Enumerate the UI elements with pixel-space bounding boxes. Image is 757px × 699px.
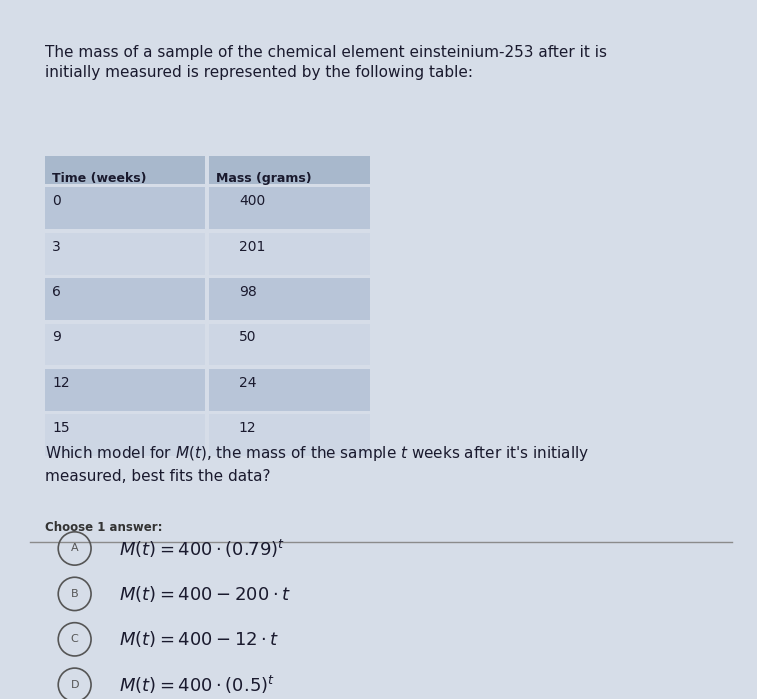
Text: C: C [70,634,79,644]
Text: Time (weeks): Time (weeks) [52,172,147,185]
Text: 201: 201 [239,240,265,254]
FancyBboxPatch shape [209,156,369,184]
FancyBboxPatch shape [45,187,205,229]
FancyBboxPatch shape [45,324,205,366]
FancyBboxPatch shape [45,369,205,411]
FancyBboxPatch shape [209,233,369,275]
Text: 12: 12 [239,421,257,435]
Text: 3: 3 [52,240,61,254]
Text: A: A [71,544,79,554]
FancyBboxPatch shape [209,324,369,366]
Text: 98: 98 [239,285,257,299]
Text: $M(t) = 400 \cdot (0.5)^t$: $M(t) = 400 \cdot (0.5)^t$ [120,674,276,696]
Text: 50: 50 [239,331,257,345]
Text: Which model for $M(t)$, the mass of the sample $t$ weeks after it's initially
me: Which model for $M(t)$, the mass of the … [45,444,589,484]
Text: $M(t) = 400 \cdot (0.79)^t$: $M(t) = 400 \cdot (0.79)^t$ [120,538,285,559]
Text: 6: 6 [52,285,61,299]
FancyBboxPatch shape [45,233,205,275]
FancyBboxPatch shape [45,278,205,320]
FancyBboxPatch shape [209,369,369,411]
FancyBboxPatch shape [209,187,369,229]
Text: Choose 1 answer:: Choose 1 answer: [45,521,162,533]
Text: The mass of a sample of the chemical element einsteinium-253 after it is
initial: The mass of a sample of the chemical ele… [45,45,607,80]
FancyBboxPatch shape [209,278,369,320]
Text: $M(t) = 400 - 12 \cdot t$: $M(t) = 400 - 12 \cdot t$ [120,629,280,649]
Text: 15: 15 [52,421,70,435]
FancyBboxPatch shape [45,156,205,184]
Text: D: D [70,679,79,690]
Text: 9: 9 [52,331,61,345]
Text: $M(t) = 400 - 200 \cdot t$: $M(t) = 400 - 200 \cdot t$ [120,584,291,604]
FancyBboxPatch shape [209,415,369,456]
Text: B: B [71,589,79,599]
Text: 400: 400 [239,194,265,208]
Text: 0: 0 [52,194,61,208]
FancyBboxPatch shape [45,415,205,456]
Text: 24: 24 [239,376,257,390]
Text: Mass (grams): Mass (grams) [217,172,312,185]
Text: 12: 12 [52,376,70,390]
